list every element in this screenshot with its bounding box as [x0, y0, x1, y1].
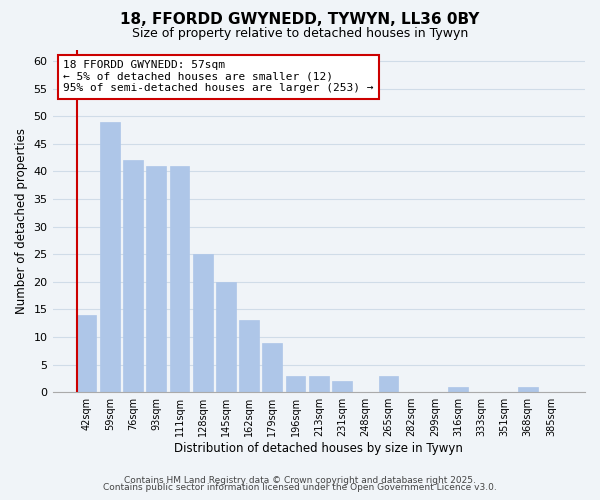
Bar: [518, 386, 538, 392]
Bar: [146, 166, 166, 392]
Bar: [379, 376, 398, 392]
Bar: [332, 381, 352, 392]
Bar: [193, 254, 212, 392]
Bar: [100, 122, 119, 392]
Bar: [309, 376, 329, 392]
X-axis label: Distribution of detached houses by size in Tywyn: Distribution of detached houses by size …: [175, 442, 463, 455]
Bar: [262, 342, 282, 392]
Text: Size of property relative to detached houses in Tywyn: Size of property relative to detached ho…: [132, 28, 468, 40]
Text: Contains public sector information licensed under the Open Government Licence v3: Contains public sector information licen…: [103, 484, 497, 492]
Bar: [77, 315, 97, 392]
Bar: [286, 376, 305, 392]
Bar: [216, 282, 236, 392]
Bar: [448, 386, 468, 392]
Bar: [123, 160, 143, 392]
Text: 18 FFORDD GWYNEDD: 57sqm
← 5% of detached houses are smaller (12)
95% of semi-de: 18 FFORDD GWYNEDD: 57sqm ← 5% of detache…: [63, 60, 374, 94]
Bar: [239, 320, 259, 392]
Bar: [170, 166, 190, 392]
Y-axis label: Number of detached properties: Number of detached properties: [15, 128, 28, 314]
Text: 18, FFORDD GWYNEDD, TYWYN, LL36 0BY: 18, FFORDD GWYNEDD, TYWYN, LL36 0BY: [121, 12, 479, 28]
Text: Contains HM Land Registry data © Crown copyright and database right 2025.: Contains HM Land Registry data © Crown c…: [124, 476, 476, 485]
